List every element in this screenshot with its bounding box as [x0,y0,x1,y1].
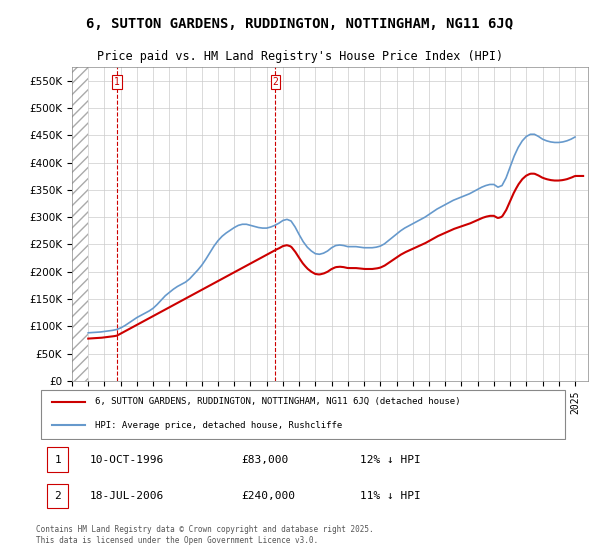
Text: 2: 2 [54,491,61,501]
Text: £240,000: £240,000 [241,491,295,501]
Text: 2: 2 [272,77,278,87]
Text: Price paid vs. HM Land Registry's House Price Index (HPI): Price paid vs. HM Land Registry's House … [97,50,503,63]
Text: HPI: Average price, detached house, Rushcliffe: HPI: Average price, detached house, Rush… [95,421,343,430]
Text: Contains HM Land Registry data © Crown copyright and database right 2025.
This d: Contains HM Land Registry data © Crown c… [36,525,374,545]
Text: 10-OCT-1996: 10-OCT-1996 [90,455,164,465]
Text: 6, SUTTON GARDENS, RUDDINGTON, NOTTINGHAM, NG11 6JQ (detached house): 6, SUTTON GARDENS, RUDDINGTON, NOTTINGHA… [95,397,461,407]
Text: 11% ↓ HPI: 11% ↓ HPI [360,491,421,501]
FancyBboxPatch shape [47,447,68,472]
FancyBboxPatch shape [47,484,68,508]
Text: 6, SUTTON GARDENS, RUDDINGTON, NOTTINGHAM, NG11 6JQ: 6, SUTTON GARDENS, RUDDINGTON, NOTTINGHA… [86,17,514,31]
Text: 18-JUL-2006: 18-JUL-2006 [90,491,164,501]
Text: 1: 1 [54,455,61,465]
Text: 1: 1 [114,77,120,87]
Text: 12% ↓ HPI: 12% ↓ HPI [360,455,421,465]
FancyBboxPatch shape [41,390,565,438]
Text: £83,000: £83,000 [241,455,289,465]
